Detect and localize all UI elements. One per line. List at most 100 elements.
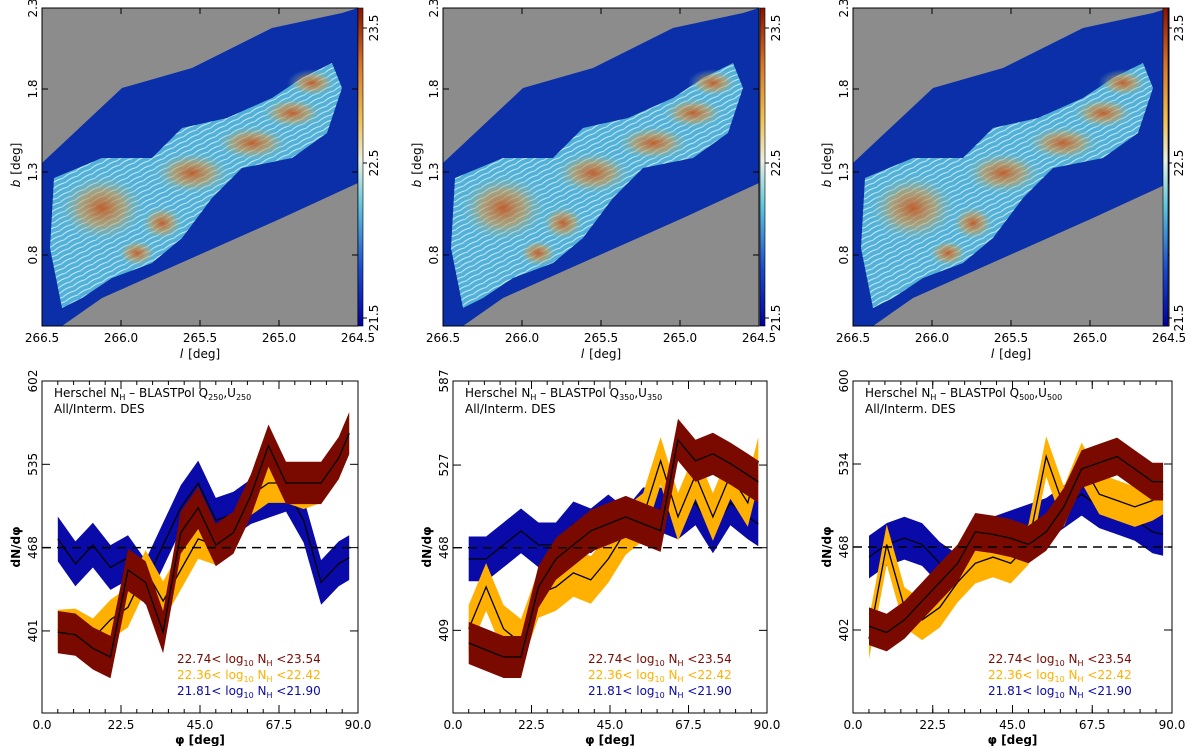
title-u-sub: 250 [236, 393, 251, 402]
legend-range-low: 22.74< [588, 652, 636, 666]
plot-panel-3: 0.0 22.5 45.0 67.5 90.0 402 468 534 600 φ [deg] dN… [820, 370, 1185, 746]
legend-entry-2: 22.36< log10 NH <22.42 [177, 668, 321, 684]
series-band-3 [869, 437, 1164, 652]
xtick-label: 90.0 [1159, 718, 1186, 732]
ytick-label: 468 [26, 536, 40, 559]
legend-range-high: <23.54 [1084, 652, 1132, 666]
xtick-label: 22.5 [108, 718, 135, 732]
map-ytick-label: 1.8 [837, 79, 851, 98]
map-xtick-label: 266.0 [104, 331, 138, 345]
map-xtick-label: 264.5 [1152, 331, 1186, 345]
map-x-axis-unit: [deg] [589, 347, 621, 361]
map-dense-clump [951, 205, 995, 241]
map-panel-1: 266.5 266.0 265.5 265.0 264.5 0.8 1.3 1.8 2.3 l [d… [9, 0, 381, 361]
map-dense-clump [1025, 125, 1101, 161]
map-xtick-label: 265.0 [663, 331, 697, 345]
map-x-axis-label: l [deg] [180, 347, 220, 361]
map-ytick-label: 2.3 [26, 0, 40, 18]
map-dense-clump [541, 205, 585, 241]
map-dense-clump [688, 69, 738, 97]
xtick-label: 22.5 [518, 718, 545, 732]
map-x-axis-symbol: l [991, 347, 995, 361]
legend-range-low: 22.36< [588, 668, 636, 682]
map-ytick-label: 1.8 [427, 79, 441, 98]
y-axis-label: dN/dφ [9, 527, 23, 568]
map-xtick-label: 266.5 [426, 331, 460, 345]
legend-entry-1: 22.74< log10 NH <23.54 [177, 652, 321, 668]
legend-log-sub: 10 [1055, 691, 1065, 700]
plot-title: Herschel NH – BLASTPol Q350,U350 [465, 386, 662, 402]
legend-range-high: <23.54 [684, 652, 732, 666]
legend-entry-2: 22.36< log10 NH <22.42 [588, 668, 732, 684]
map-dense-clump [615, 125, 691, 161]
xtick-label: 0.0 [443, 718, 462, 732]
colorbar-tick-label: 21.5 [367, 305, 381, 332]
legend-n: N [665, 668, 678, 682]
legend-range-high: <21.90 [273, 684, 321, 698]
map-y-axis-unit: [deg] [9, 143, 23, 175]
plot-data-area [57, 412, 350, 679]
map-dense-clump [553, 151, 633, 195]
xtick-label: 67.5 [675, 718, 702, 732]
series-line-3 [868, 455, 1164, 634]
legend-range-low: 21.81< [588, 684, 636, 698]
ytick-label: 587 [437, 370, 451, 393]
legend-log-sub: 10 [1055, 675, 1065, 684]
colorbar-tick-label: 23.5 [367, 15, 381, 42]
ytick-label: 468 [837, 536, 851, 559]
plot-subtitle: All/Interm. DES [54, 402, 145, 416]
map-x-axis-unit: [deg] [188, 347, 220, 361]
map-ytick-label: 0.8 [837, 245, 851, 264]
legend-range-high: <21.90 [1084, 684, 1132, 698]
legend-n: N [665, 684, 678, 698]
xtick-label: 0.0 [32, 718, 51, 732]
ytick-label: 600 [837, 370, 851, 393]
legend-range-low: 22.74< [988, 652, 1036, 666]
ytick-label: 527 [437, 454, 451, 477]
legend-n-sub: H [678, 691, 684, 700]
map-y-axis-symbol: b [820, 179, 834, 187]
xtick-label: 45.0 [999, 718, 1026, 732]
series-band-3 [468, 418, 759, 678]
legend-log: log [636, 652, 654, 666]
colorbar [357, 7, 364, 327]
legend-log: log [1036, 668, 1054, 682]
ytick-label: 602 [26, 370, 40, 393]
legend-range-high: <22.42 [684, 668, 732, 682]
map-ytick-label: 1.3 [837, 162, 851, 181]
legend-log: log [1036, 652, 1054, 666]
x-axis-label: φ [deg] [585, 733, 635, 746]
legend-n: N [254, 684, 267, 698]
map-xtick-label: 266.5 [25, 331, 59, 345]
map-xtick-label: 265.0 [262, 331, 296, 345]
map-ytick-label: 1.3 [26, 162, 40, 181]
map-dense-clump [260, 97, 324, 129]
legend-log-sub: 10 [655, 691, 665, 700]
map-dense-clump [1098, 69, 1148, 97]
legend-range-high: <22.42 [1084, 668, 1132, 682]
ytick-label: 535 [26, 453, 40, 476]
legend-range-high: <22.42 [273, 668, 321, 682]
map-xtick-label: 264.5 [341, 331, 375, 345]
map-xtick-label: 266.0 [505, 331, 539, 345]
plot-data-area [868, 436, 1164, 659]
map-y-axis-unit: [deg] [820, 143, 834, 175]
title-u: ,U [223, 386, 236, 400]
legend-log-sub: 10 [244, 675, 254, 684]
map-xtick-label: 264.5 [742, 331, 776, 345]
xtick-label: 67.5 [1079, 718, 1106, 732]
legend-entry-1: 22.74< log10 NH <23.54 [588, 652, 732, 668]
legend-n-sub: H [267, 675, 273, 684]
xtick-label: 0.0 [843, 718, 862, 732]
map-ytick-label: 2.3 [837, 0, 851, 18]
colorbar-tick-label: 23.5 [1172, 15, 1186, 42]
title-u: ,U [634, 386, 647, 400]
legend-range-low: 21.81< [177, 684, 225, 698]
map-x-axis-label: l [deg] [581, 347, 621, 361]
map-dense-clump [458, 173, 548, 243]
x-axis-label: φ [deg] [988, 733, 1038, 746]
map-x-axis-symbol: l [180, 347, 184, 361]
map-xtick-label: 265.5 [994, 331, 1028, 345]
plot-subtitle: All/Interm. DES [465, 402, 556, 416]
legend-n-sub: H [678, 659, 684, 668]
